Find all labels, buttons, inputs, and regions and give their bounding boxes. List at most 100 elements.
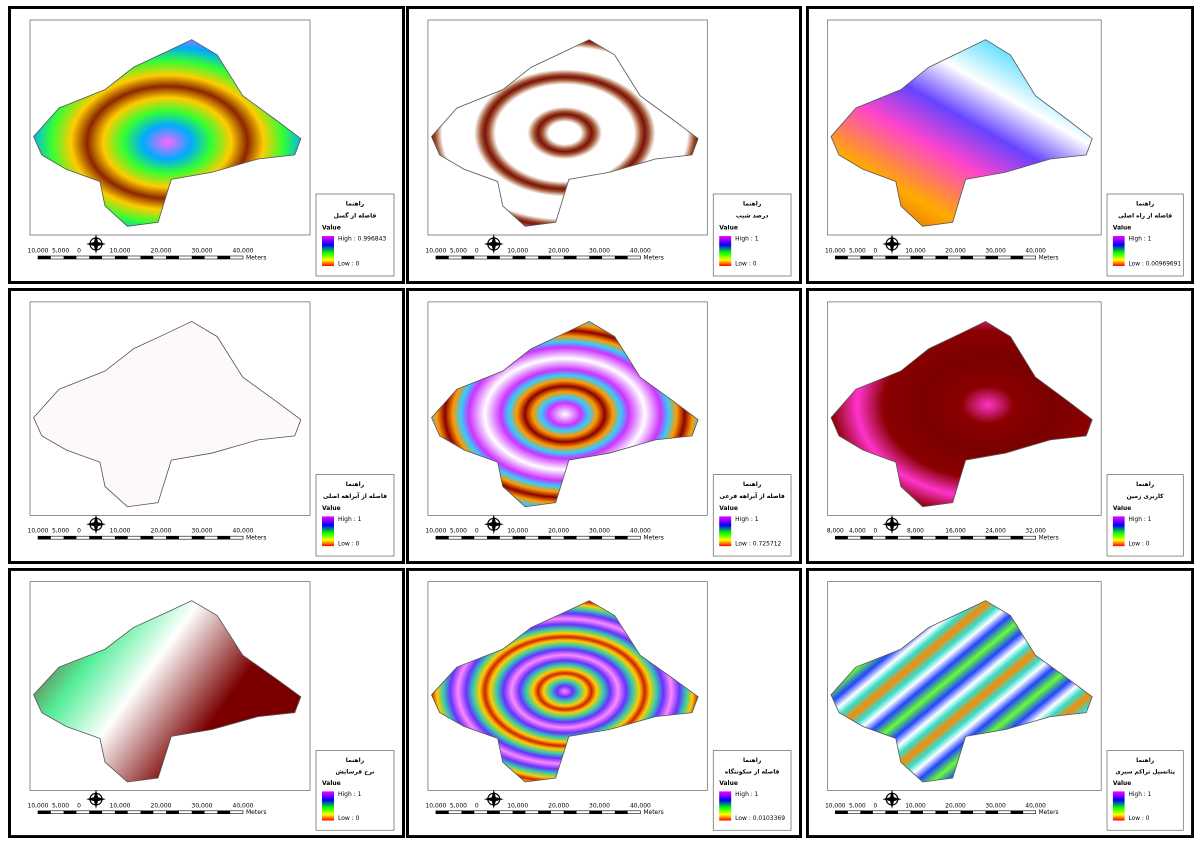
legend-low: Low : 0 (338, 261, 360, 268)
scale-bar-segment (835, 256, 848, 259)
scale-bar-segment (115, 256, 128, 259)
scale-label: 20,000 (548, 247, 569, 254)
scale-bar-segment (89, 536, 102, 539)
scale-bar-segment (166, 536, 179, 539)
legend-high: High : 1 (338, 792, 362, 798)
scale-bar-segment (513, 811, 526, 814)
scale-label: 30,000 (985, 247, 1006, 254)
scale-bar-segment (461, 256, 474, 259)
legend-title: فاصله از راه اصلی (1118, 212, 1172, 219)
map-panel: راهنمافاصله از آبراهه اصلیValueHigh : 1L… (10, 289, 404, 562)
scale-bar-segment (961, 536, 974, 539)
scale-label: 40,000 (233, 248, 254, 255)
scale-bar-segment (910, 811, 923, 814)
legend-heading: راهنما (346, 481, 365, 488)
scale-label: 0 (475, 247, 479, 254)
scale-label: 0 (874, 247, 878, 254)
scale-bar-segment (538, 256, 551, 259)
legend-low: Low : 0 (1129, 816, 1150, 822)
map-panel: راهنمانرخ فرسایشValueHigh : 1Low : 010,0… (10, 569, 404, 836)
scale-bar-segment (986, 256, 999, 259)
legend-low: Low : 0 (735, 260, 757, 267)
scale-label: 30,000 (192, 248, 213, 255)
legend-high: High : 1 (1129, 792, 1152, 798)
scale-bar-segment (885, 811, 898, 814)
scale-bar-segment (487, 256, 500, 259)
scale-bar-segment (986, 811, 999, 814)
legend-value-label: Value (719, 781, 738, 787)
legend-high: High : 1 (735, 792, 759, 798)
scale-bar-segment (141, 256, 154, 259)
scale-label: 8,000 (827, 529, 844, 535)
scale-bar-segment (461, 811, 474, 814)
scale-bar-segment (1011, 536, 1024, 539)
scale-bar-segment (615, 811, 628, 814)
map-panel: راهنمافاصله از آبراهه فرعیValueHigh : 1L… (407, 289, 800, 562)
legend-title: فاصله از سکونتگاه (725, 768, 780, 776)
legend-title: فاصله از آبراهه فرعی (719, 491, 784, 500)
scale-bar-segment (192, 256, 205, 259)
map-panel: راهنمادرصد شیبValueHigh : 1Low : 010,000… (407, 8, 800, 283)
legend-value-label: Value (1113, 224, 1131, 231)
scale-label: 5,000 (450, 528, 467, 535)
scale-label: 5,000 (450, 247, 467, 254)
scale-bar-segment (64, 811, 77, 814)
legend-ramp (1113, 236, 1125, 266)
legend-title: فاصله از گسل (334, 212, 377, 220)
scale-bar-segment (935, 256, 948, 259)
legend-ramp (322, 516, 334, 546)
scale-bar-segment (860, 536, 873, 539)
scale-unit: Meters (1039, 254, 1059, 261)
map-panel: راهنماکاربری زمینValueHigh : 1Low : 08,0… (807, 289, 1192, 562)
legend-heading: راهنما (1136, 758, 1154, 764)
legend-value-label: Value (719, 224, 738, 231)
scale-bar-segment (217, 536, 230, 539)
legend-title: نرخ فرسایش (336, 769, 375, 775)
legend-value-label: Value (322, 781, 341, 787)
scale-label: 10,000 (28, 803, 49, 809)
scale-bar-segment (436, 256, 449, 259)
legend-low: Low : 0.0103369 (735, 816, 785, 822)
scale-label: 24,000 (985, 529, 1006, 535)
scale-bar-segment (38, 536, 51, 539)
legend-title: درصد شیب (736, 212, 768, 219)
scale-bar-segment (513, 536, 526, 539)
scale-label: 20,000 (151, 803, 172, 809)
scale-label: 10,000 (905, 247, 926, 254)
scale-label: 10,000 (28, 528, 49, 535)
scale-label: 20,000 (945, 247, 966, 254)
scale-label: 10,000 (425, 528, 446, 535)
legend-heading: راهنما (346, 758, 364, 764)
scale-label: 20,000 (945, 803, 966, 809)
scale-label: 10,000 (905, 803, 926, 809)
scale-label: 10,000 (425, 247, 446, 254)
scale-bar-segment (961, 256, 974, 259)
legend-heading: راهنما (743, 200, 762, 207)
scale-label: 40,000 (630, 803, 651, 809)
legend-title: فاصله از آبراهه اصلی (323, 491, 387, 500)
scale-bar-segment (564, 811, 577, 814)
scale-label: 20,000 (548, 528, 569, 535)
scale-label: 10,000 (110, 248, 131, 255)
legend-heading: راهنما (1136, 200, 1154, 207)
legend-high: High : 1 (1129, 235, 1152, 242)
scale-unit: Meters (1039, 536, 1059, 542)
legend-value-label: Value (1113, 506, 1131, 512)
legend-low: Low : 0.725712 (735, 541, 781, 548)
scale-label: 10,000 (507, 528, 528, 535)
scale-bar-segment (935, 536, 948, 539)
scale-bar-segment (487, 811, 500, 814)
scale-label: 8,000 (907, 529, 924, 535)
legend-heading: راهنما (346, 201, 365, 208)
scale-label: 40,000 (630, 528, 651, 535)
scale-bar-segment (89, 256, 102, 259)
scale-bar-segment (935, 811, 948, 814)
scale-bar-segment (1011, 256, 1024, 259)
legend-value-label: Value (322, 505, 341, 512)
scale-bar-segment (885, 256, 898, 259)
scale-bar-segment (487, 536, 500, 539)
scale-label: 16,000 (945, 529, 966, 535)
scale-label: 10,000 (28, 248, 49, 255)
